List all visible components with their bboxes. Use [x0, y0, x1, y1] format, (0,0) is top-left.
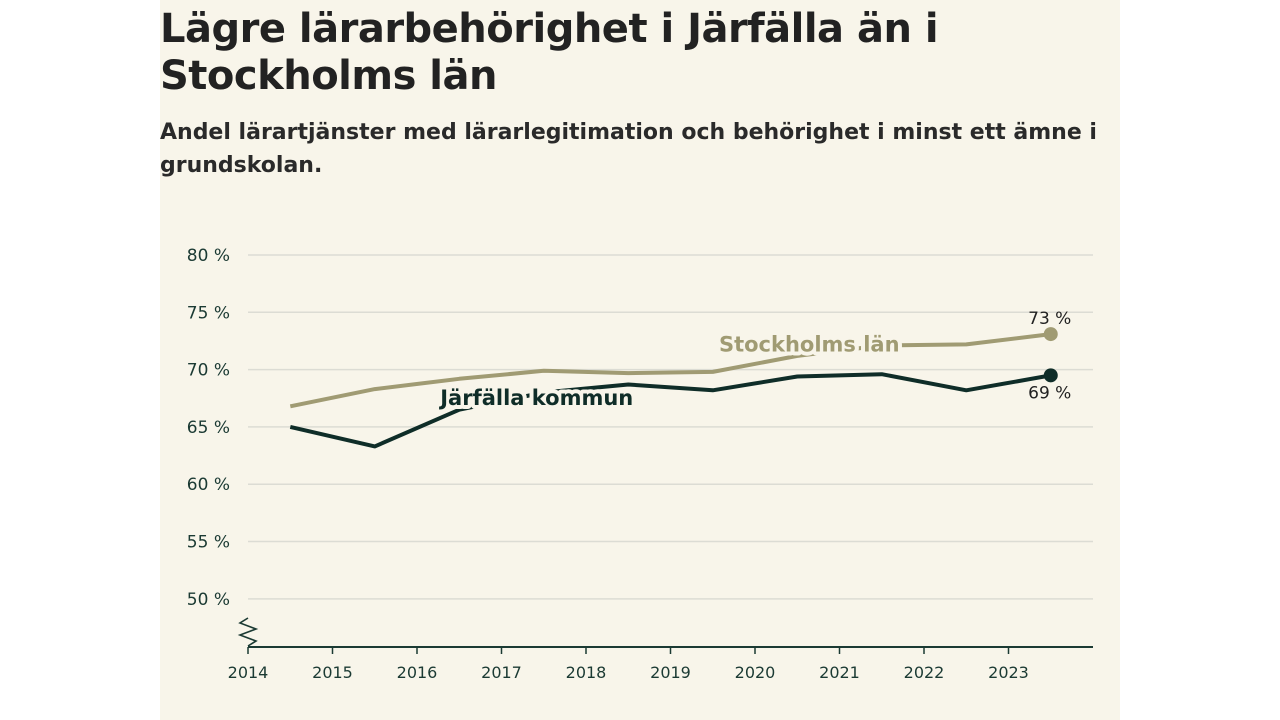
series-label-jarfalla: Järfälla kommun: [438, 386, 633, 410]
series-line-stockholm: [289, 332, 1052, 409]
x-tick-label-2022: 2022: [904, 663, 945, 682]
y-tick-label-55: 55 %: [187, 533, 230, 553]
x-tick-label-2015: 2015: [312, 663, 353, 682]
y-tick-label-70: 70 %: [187, 361, 230, 381]
y-tick-label-65: 65 %: [187, 418, 230, 438]
series-line-jarfalla: [289, 372, 1052, 449]
x-tick-label-2021: 2021: [819, 663, 860, 682]
series-label-stockholm: Stockholms län: [719, 333, 900, 357]
x-tick-label-2017: 2017: [481, 663, 522, 682]
end-point-jarfalla: [1043, 368, 1058, 383]
x-tick-label-2016: 2016: [397, 663, 438, 682]
chart-panel: [160, 0, 1120, 720]
series-lines: [289, 327, 1058, 449]
y-axis-tick-labels: 80 % 75 % 70 % 65 % 60 % 55 % 50 %: [187, 246, 230, 610]
x-tick-label-2014: 2014: [228, 663, 269, 682]
x-tick-label-2020: 2020: [735, 663, 776, 682]
end-label-jarfalla: 69 %: [1028, 383, 1071, 403]
chart-subtitle: Andel lärartjänster med lärarlegitimatio…: [160, 120, 1097, 178]
y-tick-label-80: 80 %: [187, 246, 230, 266]
series-label-jarfalla-halo: Järfälla kommun: [438, 386, 633, 410]
x-tick-label-2019: 2019: [650, 663, 691, 682]
end-label-stockholm: 73 %: [1028, 309, 1071, 329]
y-tick-label-50: 50 %: [187, 590, 230, 610]
y-tick-label-60: 60 %: [187, 475, 230, 495]
chart-title: Lägre lärarbehörighet i Järfälla än i St…: [160, 6, 939, 99]
axis-break-icon: [237, 617, 259, 647]
gridlines: [248, 254, 1093, 600]
x-tick-label-2018: 2018: [566, 663, 607, 682]
y-tick-label-75: 75 %: [187, 303, 230, 323]
end-point-stockholm: [1043, 327, 1058, 342]
x-tick-label-2023: 2023: [988, 663, 1029, 682]
x-axis: 2014 2015 2016 2017 2018 2019 2020 2021 2022 2023: [228, 617, 1093, 682]
series-label-stockholm-halo: Stockholms län: [719, 333, 900, 357]
